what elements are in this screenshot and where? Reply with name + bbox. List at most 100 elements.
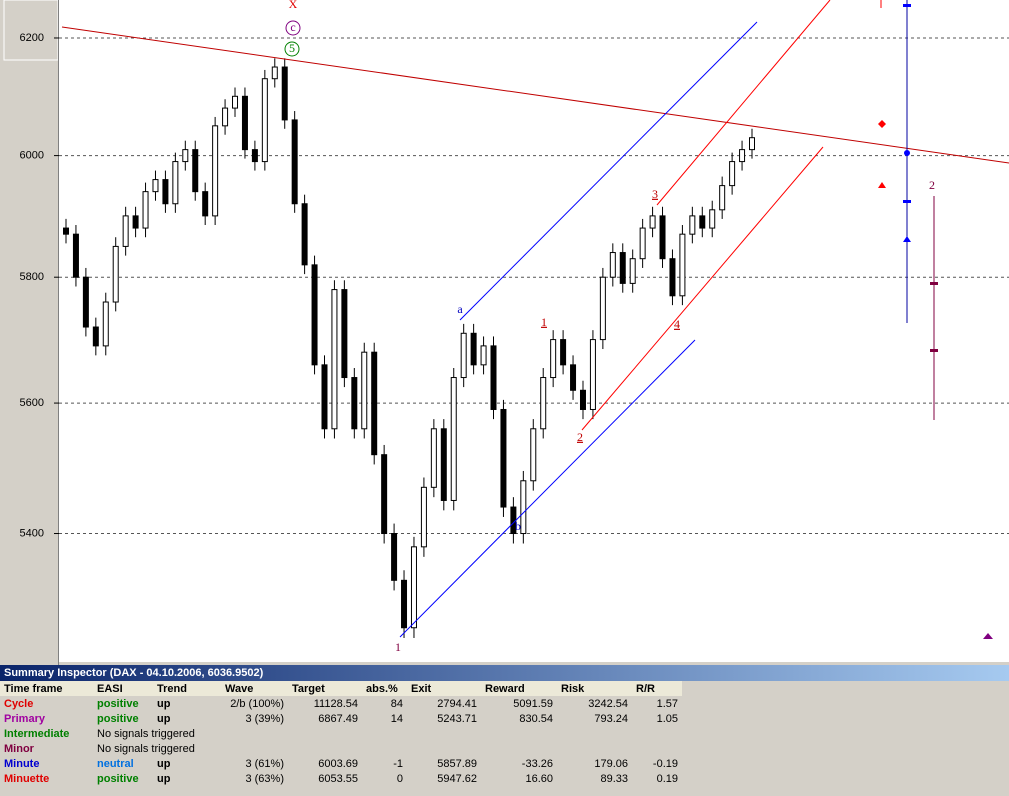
candle-body [122,215,129,247]
table-cell: positive [97,772,139,785]
candle-body [679,233,686,297]
candle-body [63,227,69,235]
candle-body [490,345,497,410]
axis-panel [0,0,59,665]
candle-body [311,264,318,366]
table-cell: 830.54 [519,712,553,725]
candle-body [520,480,527,535]
candle-body [182,149,189,163]
table-cell: 5857.89 [437,757,477,770]
marker [878,120,886,128]
candle-body [480,345,487,366]
column-header: EASI [97,682,123,695]
candle-body [92,326,99,347]
table-cell: 3 (39%) [245,712,284,725]
y-tick-label: 5600 [20,397,44,409]
candle-body [599,276,606,341]
table-row: Minor No signals triggered [0,741,682,756]
wave-label: 3 [652,187,658,201]
candle-body [540,377,547,430]
table-cell: Minute [4,757,40,770]
candle-body [132,215,139,229]
candle-body [550,339,557,379]
table-row: Intermediate No signals triggered [0,726,682,741]
column-header: Wave [225,682,254,695]
candle-body [72,233,79,278]
summary-inspector: Summary Inspector (DAX - 04.10.2006, 603… [0,665,1009,796]
candle-body [709,209,716,229]
candle-body [420,486,427,548]
wave-circle [284,41,300,57]
column-header: R/R [636,682,655,695]
candle-body [579,389,586,410]
candle-body [401,579,408,629]
marker [903,200,911,203]
table-cell: 14 [390,712,403,725]
candle-body [261,78,268,163]
candle-body [699,215,706,229]
table-cell: No signals triggered [97,742,195,755]
marker [930,282,938,285]
candle-body [331,289,338,430]
candle-body [142,191,149,229]
candle-body [460,332,467,379]
candle-body [202,191,209,217]
table-cell: 2794.41 [437,697,477,710]
column-header: Exit [411,682,432,695]
candle-body [500,408,507,508]
table-cell: Primary [4,712,45,725]
trendline [61,26,1009,164]
candle-body [222,107,229,127]
table-cell: -33.26 [521,757,553,770]
marker [904,150,910,156]
candle-body [271,66,278,80]
candle-body [719,185,726,211]
table-cell: 2/b (100%) [230,697,284,710]
table-cell: 1.57 [656,697,678,710]
wave-label: c [290,20,295,34]
candle-body [440,428,447,501]
candle-body [251,149,258,163]
trendline [459,21,758,321]
marker [878,182,886,188]
column-header: Trend [157,682,187,695]
marker [983,633,993,639]
table-cell: positive [97,712,139,725]
marker [903,236,911,242]
candle-body [619,252,626,284]
candle-body [749,137,755,151]
table-cell: -1 [393,757,403,770]
table-cell: positive [97,697,139,710]
candle-body [102,301,109,347]
candle-body [629,258,636,284]
candle-body [152,179,159,193]
column-header: Reward [485,682,525,695]
trendline [399,339,696,638]
candle-body [669,258,676,297]
candle-body [172,161,179,205]
wave-label: a [457,302,463,316]
trendline [656,0,831,206]
table-cell: 5091.59 [513,697,553,710]
wave-label: b [515,519,521,533]
table-cell: Minor [4,742,34,755]
table-cell: 3 (63%) [245,772,284,785]
wave-label: 1 [395,640,401,654]
table-cell: up [157,772,171,785]
candle-body [232,95,239,109]
table-cell: -0.19 [652,757,678,770]
candle-body [560,339,567,366]
candle-body [112,245,119,303]
marker [930,349,938,352]
y-tick-label: 5800 [20,271,44,283]
candle-body [609,252,616,278]
candle-body [470,332,477,366]
table-cell: 793.24 [594,712,628,725]
table-cell: 3242.54 [588,697,628,710]
table-row: Cycle positive up 2/b (100%) 11128.54 84 2794.… [0,696,682,711]
candle-body [192,149,199,193]
table-cell: 0 [396,772,403,785]
candle-body [162,179,169,205]
table-row: Minute neutral up 3 (61%) 6003.69 -1 5857.89 -3… [0,756,682,771]
table-cell: 89.33 [600,772,628,785]
